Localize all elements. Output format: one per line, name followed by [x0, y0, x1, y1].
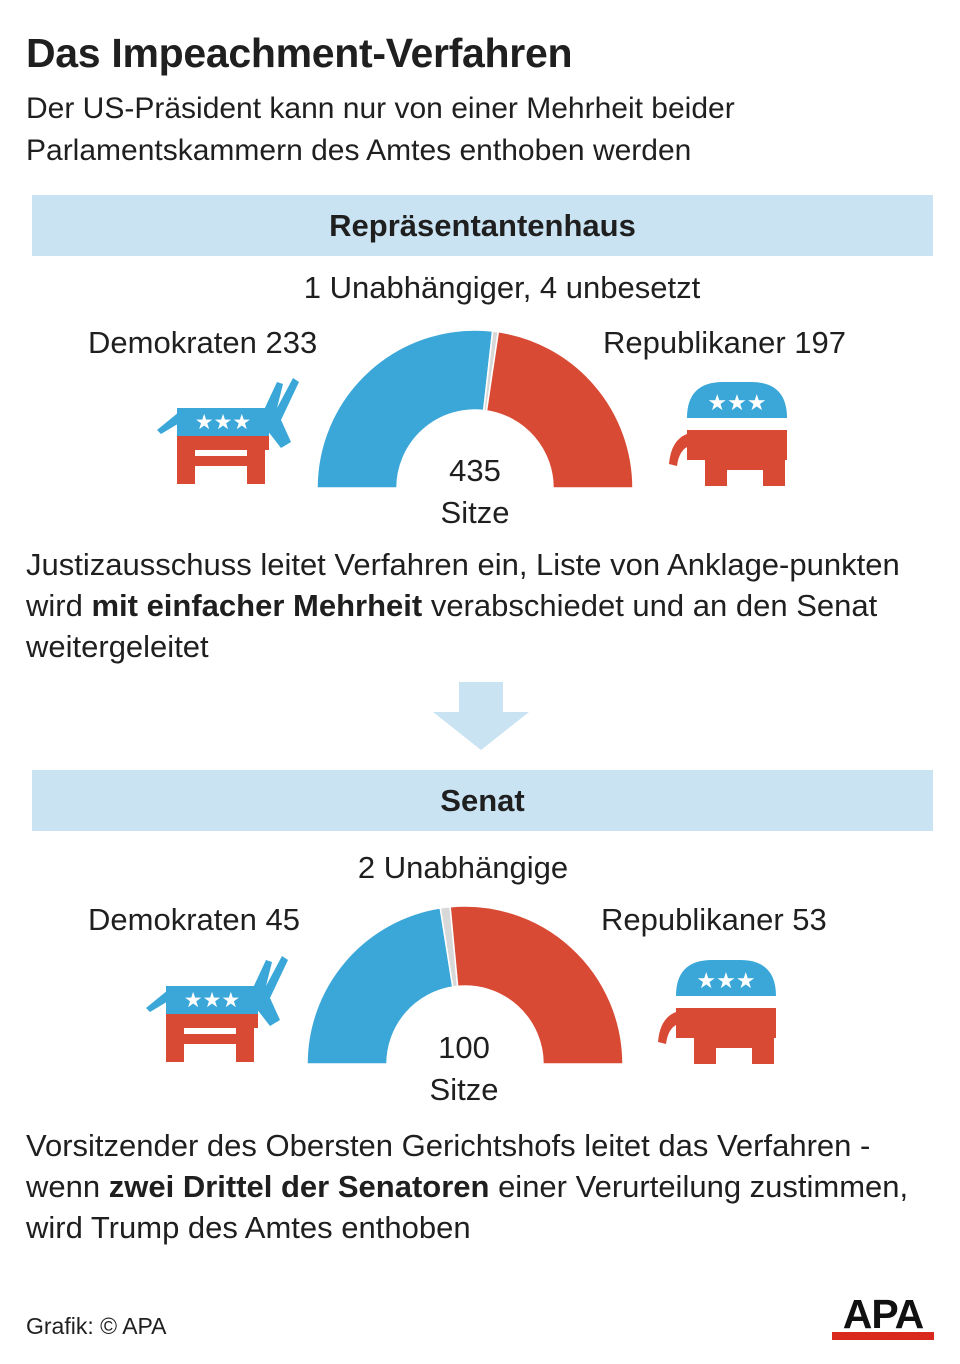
senate-slice-dem — [306, 907, 454, 1065]
house-seat-word: Sitze — [440, 495, 510, 530]
senate-seat-number: 100 — [438, 1030, 490, 1065]
house-header-label: Repräsentantenhaus — [329, 207, 636, 243]
elephant-icon-body: ★★★ — [669, 382, 787, 486]
house-seat-number: 435 — [449, 453, 501, 488]
svg-text:★★★: ★★★ — [707, 391, 766, 416]
svg-text:★★★: ★★★ — [195, 410, 251, 434]
house-slice-rep — [485, 330, 634, 489]
senate-text-bold: zwei Drittel der Senatoren — [108, 1169, 490, 1204]
elephant-icon-body: ★★★ — [658, 960, 776, 1064]
apa-logo: APA — [832, 1291, 934, 1340]
senate-header-label: Senat — [440, 782, 525, 818]
apa-logo-text: APA — [842, 1291, 925, 1337]
senate-seat-chart — [306, 905, 624, 1065]
senate-seat-word: Sitze — [429, 1072, 499, 1107]
senate-slice-rep — [449, 905, 624, 1065]
senate-text-after: einer Verurteilung zustimmen, wird Trump… — [26, 1169, 909, 1245]
svg-text:★★★: ★★★ — [184, 988, 240, 1012]
page-subtitle: Der US-Präsident kann nur von einer Mehr… — [26, 92, 735, 167]
senate-header: Senat — [32, 770, 933, 831]
page-title: Das Impeachment-Verfahren — [26, 30, 573, 76]
donkey-icon-body: ★★★ — [146, 956, 288, 1062]
footer-credit: Grafik: © APA — [26, 1313, 167, 1339]
donkey-icon: ★★★ — [157, 378, 299, 484]
house-seat-total: 435 Sitze — [415, 450, 535, 534]
house-rep-label: Republikaner 197 — [603, 325, 847, 360]
svg-text:★★★: ★★★ — [696, 969, 755, 994]
senate-note: 2 Unabhängige — [357, 850, 569, 885]
house-slice-dem — [316, 329, 494, 489]
house-seat-chart — [316, 329, 634, 489]
donkey-icon: ★★★ — [146, 956, 288, 1062]
elephant-icon: ★★★ — [669, 382, 787, 486]
house-header: Repräsentantenhaus — [32, 195, 933, 256]
senate-description: Vorsitzender des Obersten Gerichtshofs l… — [26, 1125, 936, 1248]
apa-logo-bar — [832, 1332, 934, 1340]
house-text-bold: mit einfacher Mehrheit — [91, 588, 423, 623]
house-description: Justizausschuss leitet Verfahren ein, Li… — [26, 544, 936, 667]
senate-seat-total: 100 Sitze — [404, 1027, 524, 1111]
house-text-after: verabschiedet und an den Senat weitergel… — [26, 588, 878, 664]
house-note: 1 Unabhängiger, 4 unbesetzt — [303, 270, 701, 305]
donkey-icon-body: ★★★ — [157, 378, 299, 484]
house-dem-label: Demokraten 233 — [88, 325, 318, 360]
senate-dem-label: Demokraten 45 — [88, 902, 300, 937]
senate-text-before: Vorsitzender des Obersten Gerichtshofs l… — [26, 1128, 871, 1204]
elephant-icon: ★★★ — [658, 960, 776, 1064]
senate-rep-label: Republikaner 53 — [601, 902, 827, 937]
arrow-down-icon — [433, 682, 529, 750]
house-text-before: Justizausschuss leitet Verfahren ein, Li… — [26, 547, 900, 623]
